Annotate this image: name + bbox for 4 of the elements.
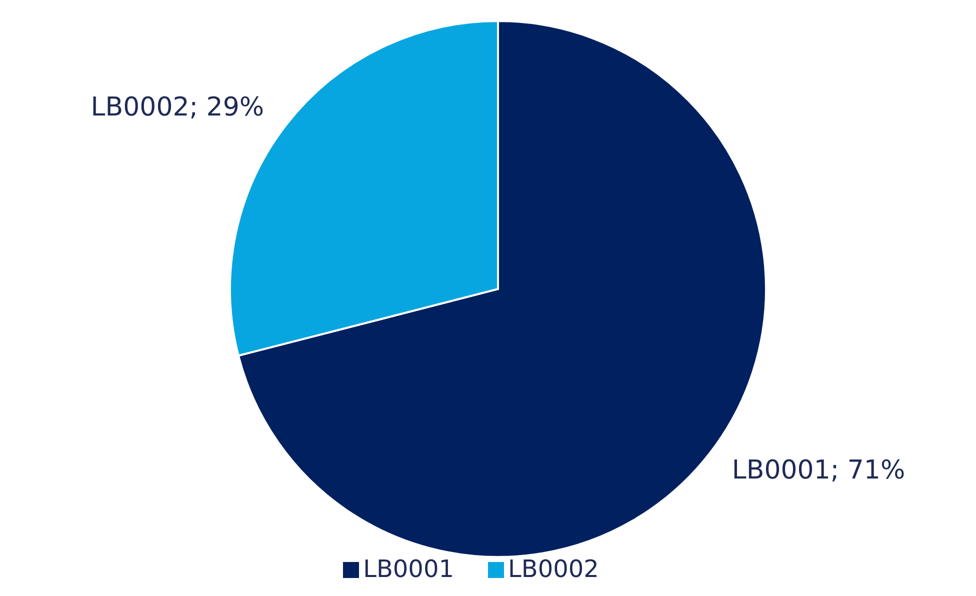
data-label: LB0001; 71%: [732, 455, 906, 486]
legend-label: LB0002: [508, 555, 599, 583]
legend-label: LB0001: [363, 555, 454, 583]
data-label: LB0002; 29%: [90, 92, 264, 123]
